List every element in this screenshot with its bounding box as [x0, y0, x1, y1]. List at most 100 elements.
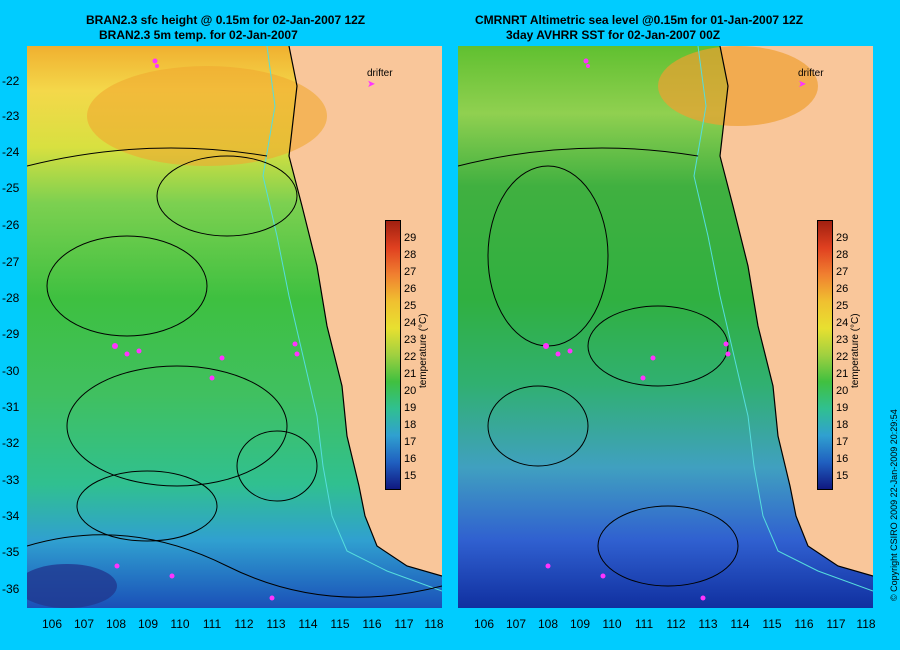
right-title-line1: CMRNRT Altimetric sea level @0.15m for 0…	[475, 13, 804, 27]
x-tick-label: 113	[698, 617, 718, 631]
x-tick-label: 108	[537, 617, 559, 631]
colorbar-tick: 18	[404, 419, 417, 431]
colorbar-tick: 17	[404, 436, 417, 448]
colorbar-tick: 26	[836, 283, 849, 295]
colorbar-tick: 22	[404, 351, 417, 363]
left-warm-core	[87, 66, 327, 166]
x-tick-label: 117	[394, 617, 414, 631]
copyright-notice: © Copyright CSIRO 2009 22-Jan-2009 20:29…	[889, 409, 899, 601]
colorbar-tick: 19	[836, 402, 849, 414]
colorbar-tick: 26	[404, 283, 417, 295]
y-tick-label: -22	[2, 74, 20, 88]
left-height-contours	[27, 147, 442, 598]
x-tick-label: 108	[105, 617, 127, 631]
colorbar-tick: 21	[836, 368, 849, 380]
colorbar-tick: 20	[404, 385, 417, 397]
x-tick-label: 118	[856, 617, 876, 631]
left-cold-patch	[27, 564, 117, 608]
y-tick-label: -35	[2, 545, 20, 559]
colorbar-tick: 27	[404, 266, 417, 278]
x-tick-label: 109	[569, 617, 591, 631]
right-colorbar	[817, 220, 833, 490]
left-title-line2: BRAN2.3 5m temp. for 02-Jan-2007	[99, 28, 298, 42]
right-warm-core	[658, 46, 818, 126]
colorbar-tick: 17	[836, 436, 849, 448]
x-tick-label: 107	[73, 617, 95, 631]
x-tick-label: 111	[634, 617, 654, 631]
y-tick-label: -24	[2, 145, 20, 159]
y-tick-label: -33	[2, 473, 20, 487]
x-tick-label: 115	[762, 617, 782, 631]
x-tick-label: 110	[602, 617, 622, 631]
colorbar-tick: 28	[836, 249, 849, 261]
y-tick-label: -25	[2, 181, 20, 195]
x-tick-label: 114	[298, 617, 318, 631]
left-colorbar	[385, 220, 401, 490]
colorbar-tick: 25	[836, 300, 849, 312]
left-sst-map	[27, 46, 442, 608]
x-tick-label: 115	[330, 617, 350, 631]
y-tick-label: -23	[2, 109, 20, 123]
colorbar-tick: 16	[836, 453, 849, 465]
right-drifter-arrow-icon: ➤	[798, 79, 807, 90]
x-tick-label: 118	[424, 617, 444, 631]
x-tick-label: 112	[234, 617, 254, 631]
x-tick-label: 110	[170, 617, 190, 631]
colorbar-tick: 24	[404, 317, 417, 329]
left-ocean-field	[27, 46, 442, 608]
colorbar-tick: 22	[836, 351, 849, 363]
colorbar-tick: 23	[836, 334, 849, 346]
y-tick-label: -26	[2, 218, 20, 232]
colorbar-tick: 25	[404, 300, 417, 312]
colorbar-tick: 19	[404, 402, 417, 414]
y-tick-label: -29	[2, 327, 20, 341]
right-drifter-tracks	[543, 58, 731, 601]
right-map-panel: drifter ➤	[458, 46, 873, 608]
colorbar-tick: 27	[836, 266, 849, 278]
right-coastline	[719, 46, 873, 577]
colorbar-tick: 20	[836, 385, 849, 397]
left-drifter-tracks	[112, 58, 300, 601]
x-tick-label: 114	[730, 617, 750, 631]
left-drifter-arrow-icon: ➤	[367, 79, 376, 90]
y-tick-label: -31	[2, 400, 20, 414]
x-tick-label: 117	[826, 617, 846, 631]
right-sst-map	[458, 46, 873, 608]
colorbar-tick: 28	[404, 249, 417, 261]
right-bathymetry-contour	[693, 46, 873, 592]
y-tick-label: -27	[2, 255, 20, 269]
right-title-line2: 3day AVHRR SST for 02-Jan-2007 00Z	[506, 28, 721, 42]
colorbar-tick: 16	[404, 453, 417, 465]
y-tick-label: -28	[2, 291, 20, 305]
x-tick-label: 112	[666, 617, 686, 631]
x-tick-label: 107	[505, 617, 527, 631]
right-colorbar-label: temperature (°C)	[850, 313, 861, 388]
y-tick-label: -30	[2, 364, 20, 378]
left-colorbar-label: temperature (°C)	[418, 313, 429, 388]
colorbar-tick: 15	[404, 470, 417, 482]
left-title-line1: BRAN2.3 sfc height @ 0.15m for 02-Jan-20…	[86, 13, 366, 27]
colorbar-tick: 24	[836, 317, 849, 329]
left-map-panel: drifter ➤	[27, 46, 442, 608]
left-drifter-legend: drifter ➤	[367, 68, 393, 90]
x-tick-label: 116	[794, 617, 814, 631]
y-tick-label: -36	[2, 582, 20, 596]
right-drifter-legend: drifter ➤	[798, 68, 824, 90]
right-ocean-field	[458, 46, 873, 608]
y-tick-label: -32	[2, 436, 20, 450]
left-bathymetry-contour	[262, 46, 442, 592]
x-tick-label: 116	[362, 617, 382, 631]
colorbar-tick: 18	[836, 419, 849, 431]
x-tick-label: 106	[473, 617, 495, 631]
left-coastline	[288, 46, 442, 577]
y-tick-label: -34	[2, 509, 20, 523]
colorbar-tick: 15	[836, 470, 849, 482]
colorbar-tick: 23	[404, 334, 417, 346]
colorbar-tick: 29	[836, 232, 849, 244]
colorbar-tick: 29	[404, 232, 417, 244]
x-tick-label: 106	[41, 617, 63, 631]
x-tick-label: 111	[202, 617, 222, 631]
x-tick-label: 109	[137, 617, 159, 631]
colorbar-tick: 21	[404, 368, 417, 380]
x-tick-label: 113	[266, 617, 286, 631]
